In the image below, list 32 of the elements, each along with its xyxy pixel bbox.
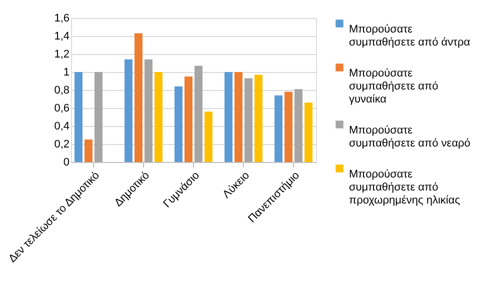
bar (124, 59, 132, 162)
y-tick-label: 0,2 (54, 138, 70, 150)
bar (284, 92, 292, 162)
bar (274, 95, 282, 162)
bar (134, 33, 142, 162)
bar (224, 72, 232, 162)
y-tick-label: 0,6 (54, 102, 70, 114)
bar (74, 72, 82, 162)
y-tick-label: 0,4 (54, 120, 70, 132)
bar (94, 72, 102, 162)
bar (294, 89, 302, 162)
y-tick-label: 1,6 (54, 12, 70, 24)
bar (244, 78, 252, 162)
bar (184, 76, 192, 162)
legend-label: Μπορούσατε συμπαθήσετε από άντρα (349, 24, 471, 48)
bar (144, 59, 152, 162)
bar (234, 72, 242, 162)
y-tick-label: 0 (63, 156, 70, 168)
bar (254, 74, 262, 162)
legend-label: Μπορούσατε συμπαθήσετε από προχωρημένης ηλικίας (349, 168, 460, 206)
legend-label: Μπορούσατε συμπαθήσετε από γυναίκα (349, 68, 438, 106)
y-tick-label: 1,2 (54, 48, 70, 60)
y-tick-label: 1 (63, 66, 70, 78)
y-tick-label: 1,4 (54, 30, 70, 42)
bar (304, 102, 312, 162)
legend-label: Μπορούσατε συμπαθήσετε από νεαρό (349, 124, 470, 150)
bar (174, 86, 182, 162)
bar (84, 140, 92, 162)
bar (194, 66, 202, 162)
y-tick-label: 0,8 (54, 84, 70, 96)
bar (204, 112, 212, 162)
bar (154, 72, 162, 162)
